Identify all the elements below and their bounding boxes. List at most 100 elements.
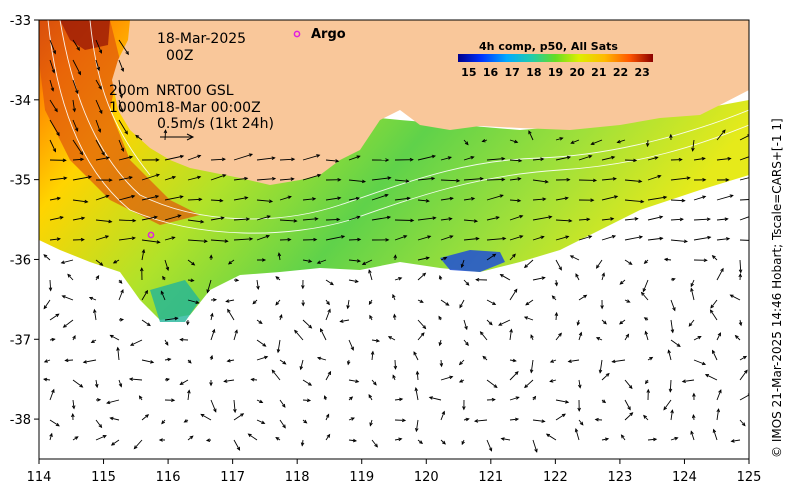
current-vector — [645, 139, 650, 148]
current-vector — [691, 139, 695, 152]
current-vector — [225, 299, 235, 303]
current-vector — [414, 387, 419, 401]
current-vector — [624, 299, 631, 303]
current-vector — [348, 237, 362, 242]
current-vector — [555, 196, 569, 201]
colorbar-tick-label: 23 — [635, 66, 650, 79]
current-vector — [93, 308, 97, 321]
current-vector — [279, 219, 298, 223]
current-vector — [61, 295, 74, 301]
current-vector — [233, 176, 249, 181]
current-vector — [348, 259, 362, 263]
current-vector — [647, 156, 659, 161]
current-vector — [440, 375, 454, 381]
current-vector — [325, 217, 341, 222]
current-vector — [681, 379, 695, 383]
current-vector — [555, 155, 572, 161]
current-vector — [509, 358, 517, 363]
current-vector — [118, 318, 125, 322]
current-vector — [118, 175, 133, 181]
current-vector — [95, 139, 105, 156]
current-vector — [739, 239, 749, 241]
current-vector — [72, 59, 81, 76]
current-vector — [226, 358, 235, 363]
colorbar-tick-label: 15 — [461, 66, 476, 79]
current-vector — [179, 337, 189, 342]
current-vector — [346, 359, 351, 366]
current-vector — [647, 437, 658, 442]
current-vector — [210, 312, 214, 321]
current-vector — [555, 235, 570, 241]
current-vector — [82, 359, 97, 364]
current-vector — [663, 257, 672, 262]
current-vector — [164, 154, 185, 161]
annot-hour: 00Z — [166, 48, 193, 64]
current-vector — [509, 139, 519, 144]
current-vector — [95, 419, 103, 429]
current-vector — [95, 178, 113, 182]
current-vector — [440, 178, 461, 183]
current-vector — [670, 198, 686, 203]
current-vector — [90, 339, 97, 343]
x-tick-label: 117 — [220, 470, 245, 485]
current-vector — [164, 398, 176, 403]
colorbar-tick-label: 19 — [548, 66, 563, 79]
current-vector — [716, 194, 734, 201]
current-vector — [690, 279, 695, 288]
current-vector — [106, 399, 120, 405]
current-vector — [624, 379, 633, 390]
current-vector — [348, 279, 359, 283]
current-vector — [624, 217, 639, 221]
colorbar-tick-label: 20 — [570, 66, 586, 79]
current-vector — [325, 159, 340, 163]
current-vector — [578, 419, 584, 426]
current-vector — [95, 39, 103, 54]
current-vector — [271, 369, 281, 381]
current-vector — [532, 395, 537, 401]
current-vector — [417, 272, 427, 281]
current-vector — [371, 193, 389, 201]
x-tick-label: 121 — [478, 470, 503, 485]
current-vector — [576, 319, 581, 326]
current-vector — [223, 379, 235, 383]
current-vector — [392, 374, 396, 381]
current-vector — [72, 334, 76, 341]
current-vector — [670, 277, 676, 282]
current-vector — [210, 216, 225, 221]
current-vector — [670, 176, 691, 181]
current-vector — [72, 79, 79, 95]
current-vector — [233, 278, 240, 282]
current-vector — [569, 255, 580, 261]
current-vector — [60, 259, 74, 264]
current-vector — [554, 279, 559, 287]
current-vector — [670, 299, 676, 312]
current-vector — [325, 196, 342, 201]
current-vector — [509, 235, 524, 241]
current-vector — [109, 334, 120, 341]
current-vector — [486, 397, 496, 402]
current-vector — [72, 119, 79, 132]
current-vector — [210, 239, 229, 243]
current-vector — [348, 196, 361, 201]
current-vector — [394, 235, 408, 241]
current-vector — [482, 355, 488, 361]
colorbar-title: 4h comp, p50, All Sats — [479, 40, 618, 53]
current-vector — [739, 419, 746, 427]
current-vector — [417, 256, 430, 261]
current-vector — [227, 308, 235, 321]
current-vector — [227, 259, 235, 265]
current-vector — [72, 99, 77, 113]
current-vector — [688, 319, 695, 327]
current-vector — [739, 199, 749, 201]
current-vector — [49, 237, 61, 241]
current-vector — [209, 379, 213, 387]
current-vector — [49, 158, 67, 163]
current-vector — [164, 259, 170, 272]
current-vector — [428, 396, 442, 401]
current-vector — [210, 399, 217, 413]
current-vector — [43, 254, 51, 261]
current-vector — [463, 339, 469, 346]
current-vector — [209, 354, 214, 361]
current-vector — [577, 379, 582, 389]
x-tick-label: 115 — [91, 470, 116, 485]
